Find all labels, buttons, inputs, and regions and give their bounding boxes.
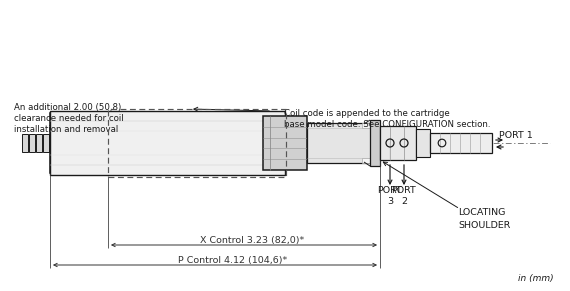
Bar [29,134,35,152]
Bar [362,158,372,163]
Text: PORT
2: PORT 2 [392,186,416,206]
Text: installation and removal: installation and removal [14,125,118,134]
Text: PORT
3: PORT 3 [377,186,402,206]
Bar [36,134,42,152]
Bar [108,109,286,177]
Text: clearance needed for coil: clearance needed for coil [14,114,124,123]
Text: An additional 2.00 (50,8): An additional 2.00 (50,8) [14,103,121,112]
Bar [362,123,372,128]
Bar [370,120,380,166]
Bar [416,129,430,157]
Bar [50,113,108,173]
Text: LOCATING
SHOULDER: LOCATING SHOULDER [458,208,510,230]
Bar [50,111,285,175]
Text: in (mm): in (mm) [518,274,554,283]
Text: base model code. See CONFIGURATION section.: base model code. See CONFIGURATION secti… [284,120,491,129]
Bar [263,116,307,170]
Text: X Control 3.23 (82,0)*: X Control 3.23 (82,0)* [200,235,304,244]
Text: PORT 1: PORT 1 [499,130,533,139]
Bar [307,123,372,163]
Text: Coil code is appended to the cartridge: Coil code is appended to the cartridge [284,109,450,118]
Bar [43,134,49,152]
Bar [430,133,492,153]
Bar [22,134,28,152]
Bar [380,126,416,160]
Text: P Control 4.12 (104,6)*: P Control 4.12 (104,6)* [178,255,288,265]
